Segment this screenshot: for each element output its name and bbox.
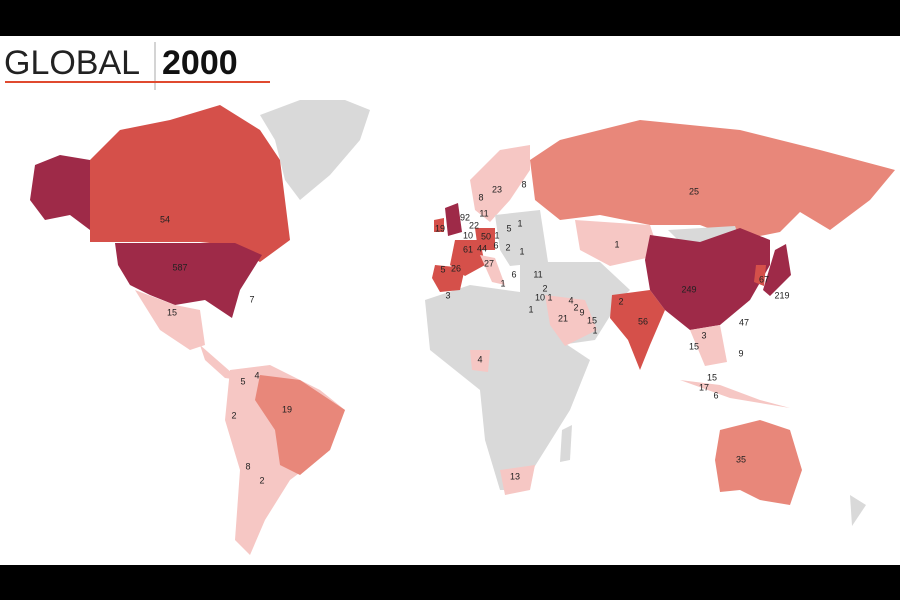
country-count: 23 [492, 184, 502, 194]
country-count: 8 [478, 192, 483, 202]
country-count: 1 [494, 230, 499, 240]
country-count: 47 [739, 317, 749, 327]
country-count: 7 [249, 294, 254, 304]
country-count: 11 [479, 208, 488, 218]
country-count: 2 [231, 410, 236, 420]
country-count: 2 [259, 475, 264, 485]
country-count: 587 [172, 262, 187, 272]
country-count: 2 [573, 302, 578, 312]
country-count: 92 [460, 212, 470, 222]
country-count: 19 [282, 404, 292, 414]
country-count: 249 [681, 284, 696, 294]
country-count: 10 [463, 230, 473, 240]
country-count: 8 [245, 461, 250, 471]
land [30, 100, 895, 555]
country-count: 15 [167, 307, 177, 317]
country-count: 2 [505, 242, 510, 252]
country-count: 5 [240, 376, 245, 386]
country-count: 6 [493, 240, 498, 250]
country-count: 8 [521, 179, 526, 189]
country-count: 13 [510, 471, 520, 481]
country-count: 1 [528, 304, 533, 314]
country-count: 22 [469, 220, 479, 230]
country-count: 1 [614, 239, 619, 249]
country-count: 44 [477, 243, 487, 253]
country-count: 1 [519, 246, 524, 256]
country-count: 15 [587, 315, 597, 325]
country-count: 6 [511, 269, 516, 279]
country-count: 2 [542, 283, 547, 293]
country-count: 2 [618, 296, 623, 306]
country-count: 17 [699, 382, 709, 392]
country-count: 3 [445, 290, 450, 300]
country-count: 6 [713, 390, 718, 400]
country-count: 1 [517, 218, 522, 228]
country-count: 27 [484, 258, 494, 268]
country-count: 1 [592, 325, 597, 335]
country-count: 25 [689, 186, 699, 196]
country-count: 35 [736, 454, 746, 464]
country-count: 67 [759, 274, 769, 284]
country-count: 4 [568, 295, 573, 305]
country-count: 9 [738, 348, 743, 358]
title-light: GLOBAL [4, 44, 140, 82]
country-count: 50 [481, 231, 491, 241]
country-count: 4 [477, 354, 482, 364]
bottom-bar [0, 565, 900, 600]
country-count: 4 [254, 370, 259, 380]
country-count: 9 [579, 307, 584, 317]
country-count: 3 [701, 330, 706, 340]
country-count: 19 [435, 223, 445, 233]
top-bar [0, 0, 900, 36]
country-count: 5 [506, 223, 511, 233]
country-count: 61 [463, 244, 473, 254]
country-count: 15 [707, 372, 717, 382]
country-count: 26 [451, 263, 461, 273]
country-count: 1 [500, 278, 505, 288]
title-bold: 2000 [162, 44, 238, 82]
country-count: 54 [160, 214, 170, 224]
country-count: 10 [535, 292, 545, 302]
country-count: 219 [774, 290, 789, 300]
country-count: 15 [689, 341, 699, 351]
country-count: 11 [533, 269, 542, 279]
country-count: 1 [547, 292, 552, 302]
country-count: 56 [638, 316, 648, 326]
country-count: 5 [440, 264, 445, 274]
country-count: 21 [558, 313, 568, 323]
